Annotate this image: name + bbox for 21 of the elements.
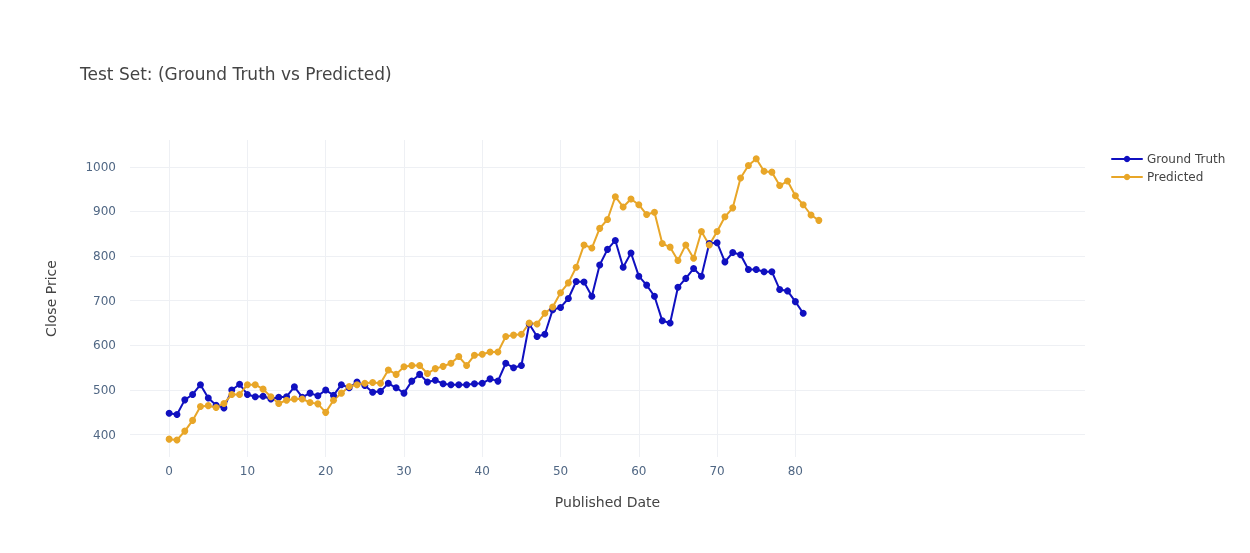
y-tick-label: 500	[93, 383, 116, 398]
x-tick-label: 40	[474, 464, 490, 478]
x-tick-label: 70	[709, 464, 725, 478]
y-tick-label: 600	[93, 338, 116, 353]
x-tick-label: 50	[552, 464, 569, 478]
x-tick-label: 80	[787, 464, 804, 478]
legend-label: Ground Truth	[1147, 152, 1226, 166]
legend-label: Predicted	[1147, 170, 1204, 184]
x-tick-label: 20	[318, 464, 334, 478]
y-tick-label: 800	[93, 249, 116, 264]
y-tick-label: 700	[93, 293, 116, 308]
y-axis-title: Close Price	[43, 260, 59, 337]
x-tick-label: 0	[165, 464, 173, 478]
y-tick-label: 400	[93, 427, 116, 442]
y-tick-label: 900	[93, 204, 116, 219]
x-tick-label: 10	[239, 464, 256, 478]
x-tick-label: 30	[396, 464, 412, 478]
x-tick-label: 60	[631, 464, 647, 478]
y-tick-label: 1000	[85, 159, 116, 174]
chart-title: Test Set: (Ground Truth vs Predicted)	[79, 63, 392, 84]
x-axis-title: Published Date	[554, 494, 661, 510]
